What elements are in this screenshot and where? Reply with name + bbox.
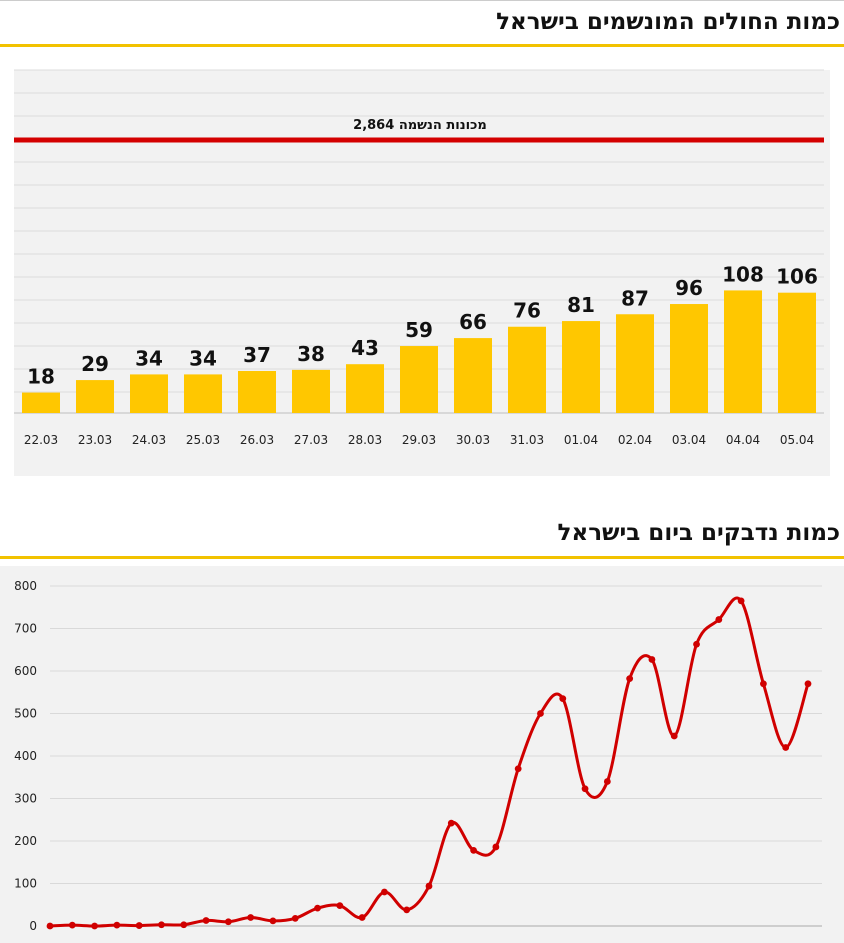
bar xyxy=(508,326,546,413)
bar-value-label: 37 xyxy=(243,343,271,367)
y-tick-label: 100 xyxy=(14,877,37,891)
data-point xyxy=(603,778,611,785)
ventilated-bar-chart: 2,864 מכונות הנשמה 18 22.03 29 23.03 34 24.03 3… xyxy=(14,69,830,476)
x-tick-label: 22.03 xyxy=(24,433,58,447)
data-point xyxy=(269,917,277,925)
x-tick-label: 31.03 xyxy=(510,433,544,447)
bar xyxy=(562,321,600,413)
bar-value-label: 38 xyxy=(297,342,325,366)
x-tick-label: 04.04 xyxy=(726,433,760,447)
data-point xyxy=(470,846,477,854)
title-underline xyxy=(0,556,844,559)
y-tick-label: 0 xyxy=(29,919,37,933)
data-point xyxy=(381,888,388,896)
y-tick-label: 300 xyxy=(14,792,37,806)
bar-value-label: 59 xyxy=(405,318,433,342)
data-point xyxy=(68,921,76,929)
x-tick-label: 26.03 xyxy=(240,433,274,447)
bar-value-label: 96 xyxy=(675,276,703,300)
data-point xyxy=(693,640,700,648)
data-point xyxy=(670,732,678,740)
y-tick-label: 200 xyxy=(14,834,37,848)
data-point xyxy=(336,902,344,909)
data-point xyxy=(224,918,232,926)
bar-value-label: 34 xyxy=(189,346,217,370)
bar xyxy=(346,364,384,413)
bar xyxy=(616,314,654,413)
data-point xyxy=(492,843,500,851)
x-tick-label: 01.04 xyxy=(564,433,598,447)
data-point xyxy=(760,680,767,688)
data-point xyxy=(425,882,433,890)
data-point xyxy=(648,656,656,663)
data-point xyxy=(537,710,544,717)
y-tick-label: 500 xyxy=(14,707,37,721)
data-point xyxy=(314,904,321,912)
x-tick-label: 23.03 xyxy=(78,433,112,447)
bar xyxy=(670,304,708,413)
data-point xyxy=(180,921,188,929)
y-tick-label: 800 xyxy=(14,579,37,593)
bar xyxy=(238,371,276,413)
bar-value-label: 29 xyxy=(81,352,109,376)
bar-value-label: 34 xyxy=(135,346,163,370)
bar xyxy=(22,392,60,413)
x-tick-label: 05.04 xyxy=(780,433,814,447)
x-tick-label: 29.03 xyxy=(402,433,436,447)
data-point xyxy=(358,914,366,921)
data-point xyxy=(737,597,745,605)
bar xyxy=(76,380,114,413)
bar-value-label: 76 xyxy=(513,299,541,323)
title-underline xyxy=(0,44,844,47)
data-point xyxy=(581,785,589,793)
daily-infected-title: כמות נדבקים ביום בישראל xyxy=(557,520,840,546)
data-point xyxy=(291,914,299,922)
bar xyxy=(778,292,816,413)
x-tick-label: 24.03 xyxy=(132,433,166,447)
y-tick-label: 400 xyxy=(14,749,37,763)
data-point xyxy=(247,914,255,921)
bar-value-label: 106 xyxy=(776,265,818,289)
bar xyxy=(400,346,438,413)
bar-value-label: 87 xyxy=(621,286,649,310)
bar xyxy=(130,374,168,413)
bar xyxy=(454,338,492,413)
daily-infected-line-chart: 0 100 200 300 400 500 600 700 800 xyxy=(0,566,844,943)
bar xyxy=(184,374,222,413)
x-tick-label: 02.04 xyxy=(618,433,652,447)
bar-value-label: 66 xyxy=(459,310,487,334)
data-point xyxy=(135,922,143,929)
x-tick-label: 30.03 xyxy=(456,433,490,447)
top-divider xyxy=(0,0,844,1)
x-tick-label: 28.03 xyxy=(348,433,382,447)
y-tick-label: 700 xyxy=(14,622,37,636)
bar-value-label: 18 xyxy=(27,365,55,389)
x-tick-label: 25.03 xyxy=(186,433,220,447)
data-point xyxy=(514,765,522,773)
data-point xyxy=(202,917,210,924)
y-tick-label: 600 xyxy=(14,664,37,678)
data-point xyxy=(715,616,723,623)
bar-value-label: 81 xyxy=(567,293,595,317)
data-point xyxy=(158,921,165,929)
data-point xyxy=(403,906,411,914)
bar-value-label: 43 xyxy=(351,336,379,360)
bar-value-label: 108 xyxy=(722,262,764,286)
ventilated-patients-title: כמות החולים המונשמים בישראל xyxy=(496,9,840,35)
data-point xyxy=(447,819,455,827)
bar xyxy=(724,290,762,413)
data-point xyxy=(46,922,54,930)
data-point xyxy=(113,921,121,929)
ventilator-capacity-label: 2,864 מכונות הנשמה xyxy=(353,118,487,133)
data-point xyxy=(626,675,634,683)
x-tick-label: 27.03 xyxy=(294,433,328,447)
data-point xyxy=(804,680,812,688)
x-tick-label: 03.04 xyxy=(672,433,706,447)
data-point xyxy=(559,695,567,703)
data-point xyxy=(91,922,98,930)
data-point xyxy=(782,744,790,751)
bar xyxy=(292,369,330,413)
